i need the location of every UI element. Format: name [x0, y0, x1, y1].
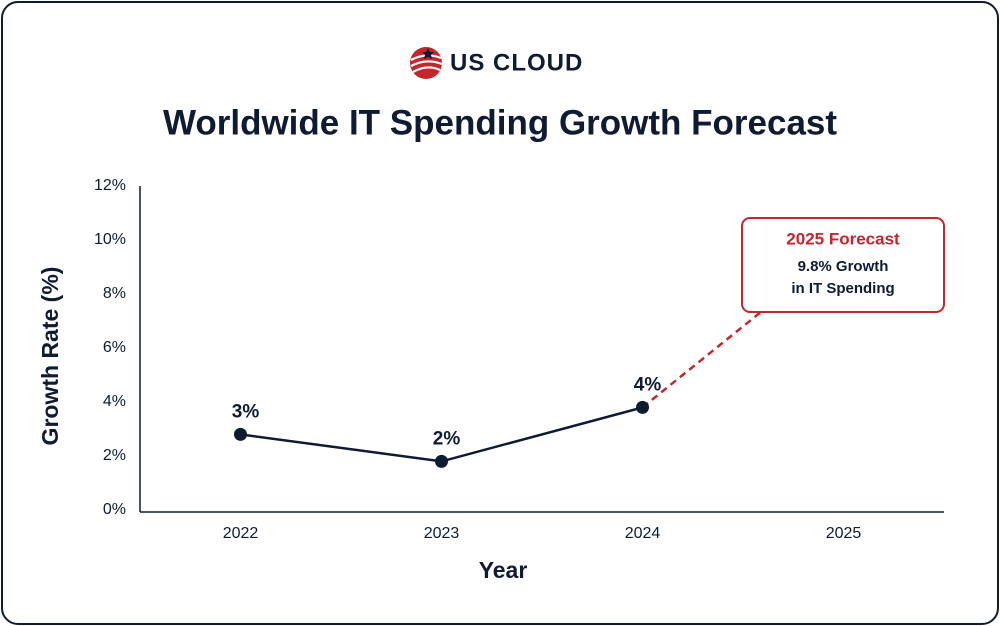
y-tick-label: 8% [103, 285, 126, 302]
data-point [435, 454, 448, 468]
x-tick-label: 2022 [223, 525, 259, 542]
data-label: 4% [634, 374, 662, 395]
annotation-title: 2025 Forecast [786, 229, 900, 248]
brand: US CLOUD [450, 49, 583, 76]
y-tick-label: 6% [103, 339, 126, 356]
y-tick-label: 4% [103, 393, 126, 410]
y-tick-label: 12% [94, 177, 126, 194]
y-tick-label: 0% [103, 501, 126, 518]
y-tick-label: 10% [94, 231, 126, 248]
annotation-text: 9.8% Growth [798, 258, 889, 275]
chart-title: Worldwide IT Spending Growth Forecast [163, 103, 837, 142]
annotation-text: in IT Spending [791, 280, 894, 297]
x-tick-label: 2024 [625, 525, 661, 542]
data-label: 2% [433, 428, 461, 449]
data-point [636, 400, 649, 414]
x-tick-label: 2025 [826, 525, 862, 542]
x-axis-title: Year [479, 557, 528, 583]
data-label: 3% [232, 401, 260, 422]
data-point [234, 427, 247, 441]
y-tick-label: 2% [103, 447, 126, 464]
logo-icon [410, 47, 443, 79]
y-axis-title: Growth Rate (%) [37, 267, 63, 446]
annotation-box [741, 217, 945, 313]
x-tick-label: 2023 [424, 525, 460, 542]
